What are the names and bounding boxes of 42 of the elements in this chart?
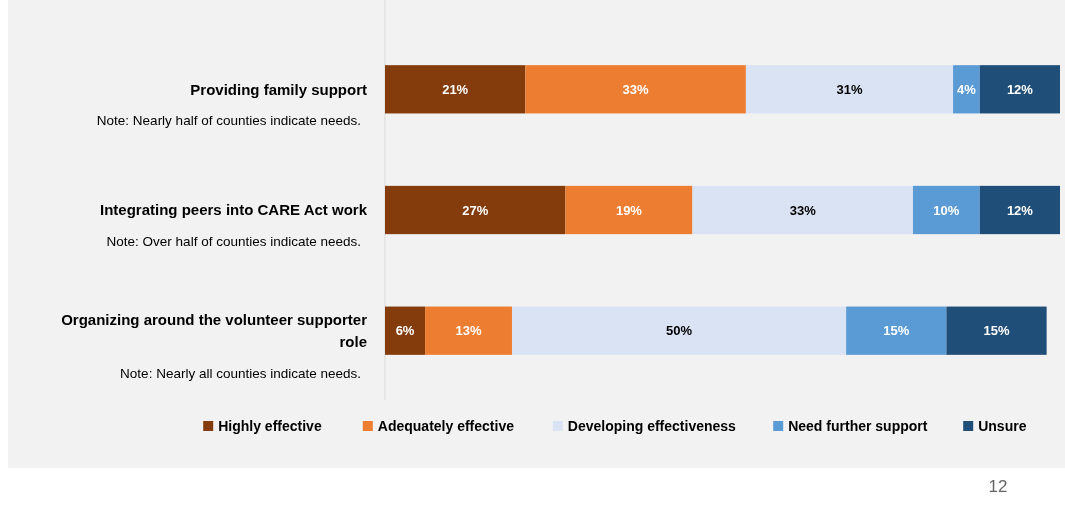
- legend-label: Highly effective: [218, 417, 322, 434]
- text: 12: [988, 477, 1008, 496]
- bar: [525, 65, 746, 114]
- bar: [692, 185, 913, 235]
- bar: [979, 185, 1060, 235]
- bar: [385, 306, 426, 355]
- data-label: 27%: [462, 202, 489, 218]
- data-label: 6%: [395, 323, 415, 339]
- bar: [846, 306, 947, 355]
- data-label: 12%: [1006, 81, 1034, 97]
- data-label: 33%: [789, 202, 817, 218]
- text: Note: Over half of counties indicate needs.: [106, 234, 361, 249]
- data-label: 15%: [983, 323, 1010, 339]
- bar: [511, 306, 847, 355]
- bar: [385, 65, 526, 114]
- data-label: 10%: [933, 202, 960, 218]
- y-tick-label: Organizing around the volunteer supporter role: [61, 310, 368, 350]
- bar: [953, 65, 980, 114]
- data-label: 33%: [622, 81, 650, 97]
- data-label: 13%: [455, 323, 482, 339]
- y-tick-label: Integrating peers into CARE Act work: [100, 201, 368, 219]
- legend-label: Unsure: [978, 417, 1027, 434]
- data-label: 19%: [615, 202, 643, 218]
- bar: [425, 306, 512, 355]
- bar: [979, 65, 1060, 114]
- bar: [745, 65, 954, 114]
- bar: [946, 306, 1047, 355]
- bar: [912, 185, 980, 235]
- data-label: 21%: [442, 81, 469, 97]
- data-label: 12%: [1006, 202, 1034, 218]
- bar: [385, 185, 566, 235]
- data-label: 50%: [666, 323, 693, 339]
- y-tick-label: Providing family support: [190, 80, 367, 98]
- text: Note: Nearly half of counties indicate needs.: [96, 113, 361, 129]
- legend-label: Need further support: [788, 417, 928, 434]
- data-label: 31%: [836, 81, 863, 97]
- text: Note: Nearly all counties indicate needs.: [120, 365, 361, 381]
- legend-label: Developing effectiveness: [567, 417, 737, 434]
- data-label: 4%: [957, 81, 977, 97]
- bar: [565, 185, 693, 235]
- legend-label: Adequately effective: [377, 417, 515, 434]
- data-label: 15%: [883, 323, 910, 339]
